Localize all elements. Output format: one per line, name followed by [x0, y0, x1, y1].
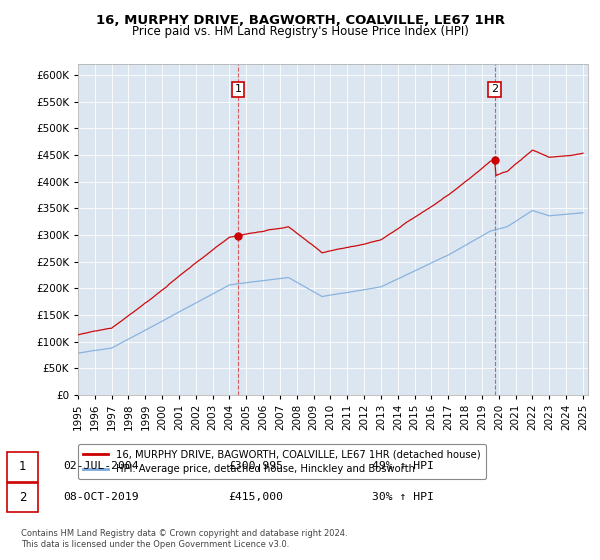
- Text: 02-JUL-2004: 02-JUL-2004: [63, 461, 139, 472]
- Text: 30% ↑ HPI: 30% ↑ HPI: [372, 492, 434, 502]
- Text: 08-OCT-2019: 08-OCT-2019: [63, 492, 139, 502]
- Legend: 16, MURPHY DRIVE, BAGWORTH, COALVILLE, LE67 1HR (detached house), HPI: Average p: 16, MURPHY DRIVE, BAGWORTH, COALVILLE, L…: [78, 445, 485, 479]
- Text: £415,000: £415,000: [228, 492, 283, 502]
- Text: 1: 1: [235, 85, 241, 95]
- Text: 16, MURPHY DRIVE, BAGWORTH, COALVILLE, LE67 1HR: 16, MURPHY DRIVE, BAGWORTH, COALVILLE, L…: [95, 14, 505, 27]
- Text: 49% ↑ HPI: 49% ↑ HPI: [372, 461, 434, 472]
- Text: Contains HM Land Registry data © Crown copyright and database right 2024.
This d: Contains HM Land Registry data © Crown c…: [21, 529, 347, 549]
- Text: Price paid vs. HM Land Registry's House Price Index (HPI): Price paid vs. HM Land Registry's House …: [131, 25, 469, 38]
- Text: 2: 2: [19, 491, 26, 504]
- Text: £300,995: £300,995: [228, 461, 283, 472]
- Text: 1: 1: [19, 460, 26, 473]
- Text: 2: 2: [491, 85, 498, 95]
